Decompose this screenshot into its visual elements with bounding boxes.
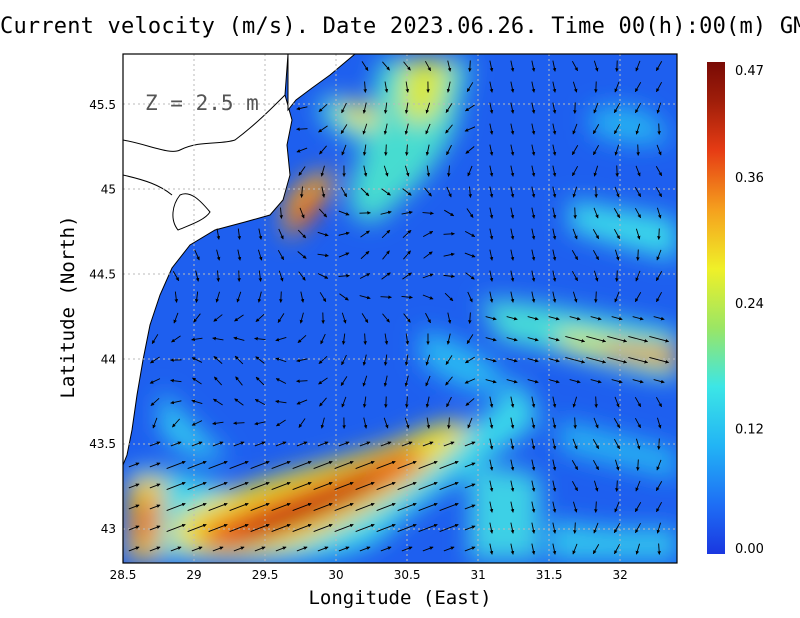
y-tick-label: 43.5 (89, 437, 116, 451)
colorbar-tick-label: 0.24 (735, 297, 764, 312)
colorbar-tick-label: 0.00 (735, 542, 764, 557)
x-axis-ticks: 28.5 29 29.5 30 30.5 31 31.5 32 (110, 568, 628, 582)
y-axis-label: Latitude (North) (57, 215, 79, 399)
x-tick-label: 29.5 (252, 568, 279, 582)
velocity-vectors (128, 60, 670, 555)
x-tick-label: 30.5 (394, 568, 421, 582)
x-tick-label: 29 (186, 568, 201, 582)
depth-label: Z = 2.5 m (145, 91, 259, 115)
colorbar: 0.47 0.36 0.24 0.12 0.00 (707, 62, 764, 557)
x-tick-label: 30 (328, 568, 343, 582)
y-tick-label: 44 (101, 352, 116, 366)
x-tick-label: 32 (613, 568, 628, 582)
y-tick-label: 43 (101, 522, 116, 536)
colorbar-tick-label: 0.47 (735, 64, 764, 79)
colorbar-gradient (707, 62, 725, 554)
y-tick-label: 45 (101, 183, 116, 197)
x-tick-label: 31.5 (536, 568, 563, 582)
colorbar-tick-label: 0.12 (735, 422, 764, 437)
colorbar-ticks: 0.47 0.36 0.24 0.12 0.00 (735, 64, 764, 557)
x-tick-label: 28.5 (110, 568, 137, 582)
chart-title: Current velocity (m/s). Date 2023.06.26.… (0, 14, 800, 39)
x-axis-label: Longitude (East) (308, 587, 492, 609)
colorbar-tick-label: 0.36 (735, 171, 764, 186)
y-axis-ticks: 43 43.5 44 44.5 45 45.5 (89, 98, 116, 536)
plot-frame (122, 53, 678, 564)
x-tick-label: 31 (470, 568, 485, 582)
y-tick-label: 45.5 (89, 98, 116, 112)
grid-lines (123, 54, 677, 563)
y-tick-label: 44.5 (89, 268, 116, 282)
speed-field (123, 54, 677, 563)
